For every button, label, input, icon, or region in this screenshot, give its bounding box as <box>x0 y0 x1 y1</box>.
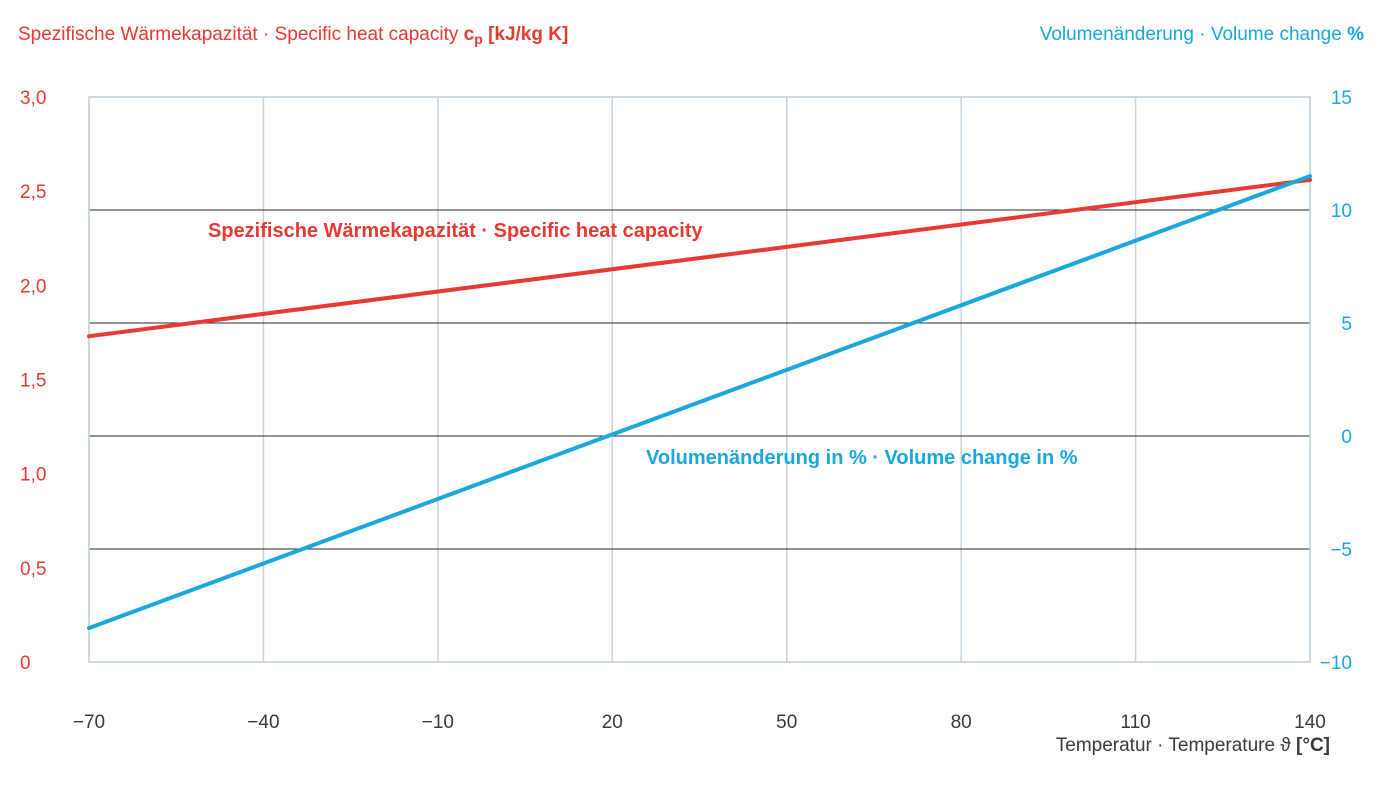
series-line-1 <box>87 174 1312 631</box>
series-line-0 <box>87 177 1312 339</box>
left-axis-symbol: cp <box>463 24 483 47</box>
left-tick-label-0: 0 <box>20 653 31 674</box>
right-axis-ticks: −10 −5 0 5 10 15 <box>1320 88 1352 674</box>
right-tick-label-0: −10 <box>1320 653 1352 674</box>
x-tick-label-5: 80 <box>951 712 972 733</box>
x-tick-label-0: −70 <box>73 712 105 733</box>
x-tick-label-7: 140 <box>1294 712 1326 733</box>
x-axis-ticks: −70 −40 −10 20 50 80 110 140 <box>73 712 1326 733</box>
x-tick-label-2: −10 <box>422 712 454 733</box>
right-tick-label-5: 15 <box>1331 88 1352 109</box>
x-axis-unit: [°C] <box>1296 735 1330 756</box>
right-axis-title: Volumenänderung · Volume change % <box>1040 24 1364 46</box>
x-axis-title: Temperatur · Temperature ϑ [°C] <box>1056 735 1330 757</box>
x-tick-label-4: 50 <box>776 712 797 733</box>
right-tick-label-4: 10 <box>1331 201 1352 222</box>
series-lines <box>87 174 1312 631</box>
right-axis-unit: % <box>1347 24 1364 45</box>
series-label-heat-capacity: Spezifische Wärmekapazität · Specific he… <box>208 220 704 242</box>
left-tick-label-2: 1,0 <box>20 465 46 486</box>
plot-frame <box>88 96 1311 663</box>
left-tick-label-6: 3,0 <box>20 88 46 109</box>
x-tick-label-3: 20 <box>602 712 623 733</box>
right-tick-label-1: −5 <box>1330 540 1352 561</box>
right-axis-label: Volumenänderung · Volume change <box>1039 24 1342 45</box>
series-label-volume-change: Volumenänderung in % · Volume change in … <box>646 447 1078 469</box>
x-tick-label-1: −40 <box>247 712 279 733</box>
left-axis-title: Spezifische Wärmekapazität · Specific he… <box>18 24 569 47</box>
x-tick-label-6: 110 <box>1120 712 1150 733</box>
left-tick-label-5: 2,5 <box>20 182 46 203</box>
horizontal-gridlines <box>89 96 1310 663</box>
left-axis-label: Spezifische Wärmekapazität · Specific he… <box>18 24 459 45</box>
left-tick-label-4: 2,0 <box>20 276 46 297</box>
right-tick-label-2: 0 <box>1341 427 1352 448</box>
left-tick-label-3: 1,5 <box>20 371 46 392</box>
vertical-gridlines <box>88 97 1311 662</box>
right-tick-label-3: 5 <box>1341 314 1352 335</box>
left-axis-ticks: 0 0,5 1,0 1,5 2,0 2,5 3,0 <box>20 88 46 674</box>
x-axis-symbol: ϑ <box>1280 735 1291 756</box>
left-axis-unit: [kJ/kg K] <box>488 24 569 45</box>
left-tick-label-1: 0,5 <box>20 559 46 580</box>
x-axis-label: Temperatur · Temperature <box>1055 735 1276 756</box>
